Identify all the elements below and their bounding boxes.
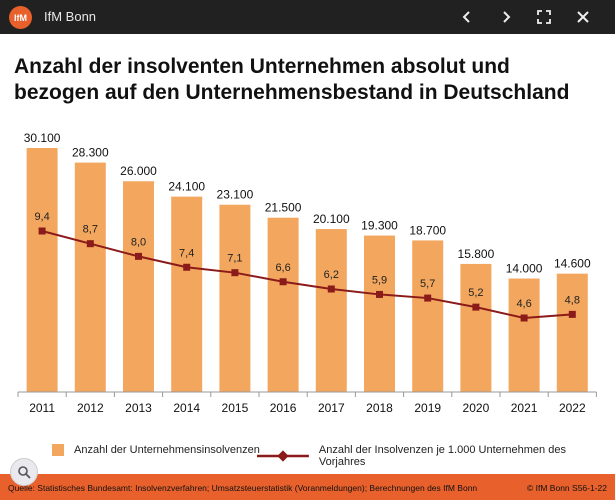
ratio-label-2015: 7,1 [227, 253, 242, 265]
bar-2015 [219, 204, 251, 392]
bar-value-label-2016: 21.500 [265, 201, 302, 215]
bar-value-label-2018: 19.300 [361, 219, 398, 233]
ratio-point-2018 [376, 290, 383, 298]
ratio-label-2011: 9,4 [34, 211, 49, 223]
chart-heading: Anzahl der insolventen Unternehmen absol… [14, 54, 604, 106]
expand-button[interactable] [532, 5, 556, 29]
bar-2014 [171, 196, 203, 392]
bar-value-label-2011: 30.100 [24, 131, 61, 145]
chart-heading-line-2: bezogen auf den Unternehmensbestand in D… [14, 81, 570, 104]
bar-value-label-2014: 24.100 [168, 180, 205, 194]
ratio-point-2015 [231, 269, 239, 277]
bar-2019 [412, 240, 444, 392]
copyright-text: © IfM Bonn S56-1-22 [527, 483, 607, 493]
source-text: Quelle: Statistisches Bundesamt: Insolve… [8, 483, 478, 493]
bar-value-label-2015: 23.100 [217, 188, 254, 202]
viewer-title: IfM Bonn [44, 9, 97, 24]
ratio-point-2011 [38, 227, 46, 235]
chart-legend: Anzahl der Unternehmensinsolvenzen Anzah… [0, 440, 615, 468]
x-tick-label-2022: 2022 [559, 401, 586, 415]
ratio-point-2020 [472, 303, 480, 311]
legend-item-line: Anzahl der Insolvenzen je 1.000 Unterneh… [255, 444, 615, 468]
bar-value-label-2020: 15.800 [458, 247, 495, 261]
x-tick-label-2012: 2012 [77, 401, 104, 415]
legend-swatch-bars [52, 444, 64, 456]
logo-text: IfM [14, 12, 27, 23]
x-tick-label-2011: 2011 [29, 401, 55, 415]
x-tick-label-2018: 2018 [366, 401, 393, 415]
bar-value-label-2022: 14.600 [554, 257, 591, 271]
ratio-point-2019 [424, 294, 432, 302]
bar-2013 [123, 181, 154, 392]
ratio-point-2014 [183, 263, 191, 271]
ifm-logo: IfM [9, 6, 32, 29]
expand-icon [537, 10, 551, 24]
bar-2022 [556, 273, 588, 392]
ratio-label-2013: 8,0 [131, 236, 146, 248]
bar-2011 [26, 148, 58, 392]
bar-2020 [460, 263, 492, 392]
legend-item-bars: Anzahl der Unternehmensinsolvenzen [52, 444, 260, 456]
next-button[interactable] [494, 5, 518, 29]
ratio-point-2017 [327, 285, 335, 293]
insolvency-chart: 30.100 2011 28.300 2012 26.000 2013 24.100 2014… [17, 131, 597, 415]
bar-value-label-2013: 26.000 [120, 164, 157, 178]
ratio-label-2012: 8,7 [83, 224, 98, 236]
bar-value-label-2021: 14.000 [506, 262, 543, 276]
close-icon [577, 11, 589, 23]
ratio-label-2018: 5,9 [372, 274, 387, 286]
ratio-label-2021: 4,6 [516, 298, 531, 310]
legend-line-marker [256, 450, 309, 462]
bar-2018 [364, 235, 395, 392]
ratio-point-2012 [86, 240, 94, 248]
x-tick-label-2016: 2016 [270, 401, 297, 415]
x-tick-label-2014: 2014 [173, 401, 200, 415]
source-footer: Quelle: Statistisches Bundesamt: Insolve… [0, 474, 615, 500]
legend-label-bars: Anzahl der Unternehmensinsolvenzen [74, 444, 260, 456]
visual-search-button[interactable] [10, 458, 38, 486]
ratio-label-2017: 6,2 [324, 269, 339, 281]
bar-value-label-2019: 18.700 [409, 223, 446, 237]
x-tick-label-2013: 2013 [125, 401, 152, 415]
previous-button[interactable] [455, 5, 479, 29]
bar-value-label-2012: 28.300 [72, 146, 109, 160]
bar-value-label-2017: 20.100 [313, 212, 350, 226]
bar-2012 [74, 162, 106, 392]
x-tick-label-2017: 2017 [318, 401, 345, 415]
bar-2017 [315, 229, 347, 392]
close-button[interactable] [571, 5, 595, 29]
legend-label-line: Anzahl der Insolvenzen je 1.000 Unterneh… [318, 444, 566, 468]
chevron-left-icon [462, 11, 470, 23]
x-tick-label-2020: 2020 [463, 401, 490, 415]
ratio-label-2014: 7,4 [179, 247, 194, 259]
ratio-point-2021 [520, 314, 528, 322]
ratio-point-2016 [279, 278, 287, 286]
ratio-label-2020: 5,2 [468, 287, 483, 299]
x-tick-label-2021: 2021 [511, 401, 538, 415]
ratio-series-line [41, 230, 573, 320]
search-icon [18, 466, 31, 479]
ratio-label-2019: 5,7 [420, 278, 435, 290]
x-tick-label-2019: 2019 [414, 401, 441, 415]
x-tick-label-2015: 2015 [222, 401, 249, 415]
ratio-point-2022 [568, 310, 576, 318]
ratio-label-2016: 6,6 [275, 262, 290, 274]
bar-2016 [267, 217, 299, 392]
ratio-label-2022: 4,8 [565, 294, 580, 306]
ratio-point-2013 [135, 252, 142, 260]
chart-heading-line-1: Anzahl der insolventen Unternehmen absol… [14, 55, 510, 78]
chevron-right-icon [503, 11, 511, 23]
viewer-toolbar: IfM IfM Bonn [0, 0, 615, 34]
bar-2021 [508, 278, 540, 392]
